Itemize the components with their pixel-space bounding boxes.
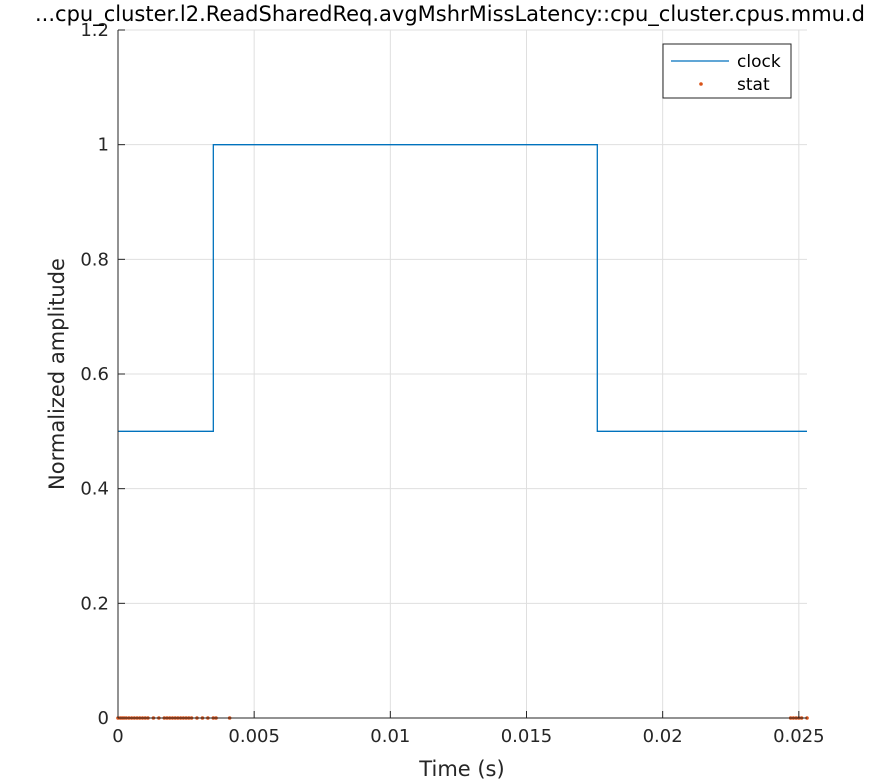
y-tick-label: 0.4 [80, 479, 109, 500]
y-tick-label: 0.2 [80, 593, 109, 614]
grid [117, 29, 807, 719]
x-tick-label: 0.01 [370, 726, 410, 747]
legend: clock stat [662, 43, 792, 99]
y-tick-label: 0.6 [80, 364, 109, 385]
tick-labels: 0 0.005 0.01 0.015 0.02 0.025 0 0.2 0.4 0.6 0.8 1 1.… [80, 20, 824, 747]
x-tick-label: 0 [112, 726, 123, 747]
legend-swatch-stat [699, 82, 703, 86]
y-axis-label: Normalized amplitude [45, 258, 69, 490]
x-tick-label: 0.02 [643, 726, 683, 747]
series-clock-line [118, 144, 807, 432]
x-tick-label: 0.015 [501, 726, 553, 747]
y-tick-label: 0.8 [80, 249, 109, 270]
chart-title: ...cpu_cluster.l2.ReadSharedReq.avgMshrM… [35, 2, 865, 27]
y-tick-label: 0 [98, 708, 109, 729]
x-tick-label: 0.025 [773, 726, 825, 747]
y-tick-label: 1 [98, 135, 109, 156]
x-tick-label: 0.005 [228, 726, 280, 747]
legend-box [662, 43, 792, 99]
x-axis-label: Time (s) [418, 757, 504, 781]
legend-label-clock: clock [737, 52, 781, 72]
axes [117, 29, 807, 719]
y-tick-label: 1.2 [80, 20, 109, 41]
legend-label-stat: stat [737, 75, 770, 95]
